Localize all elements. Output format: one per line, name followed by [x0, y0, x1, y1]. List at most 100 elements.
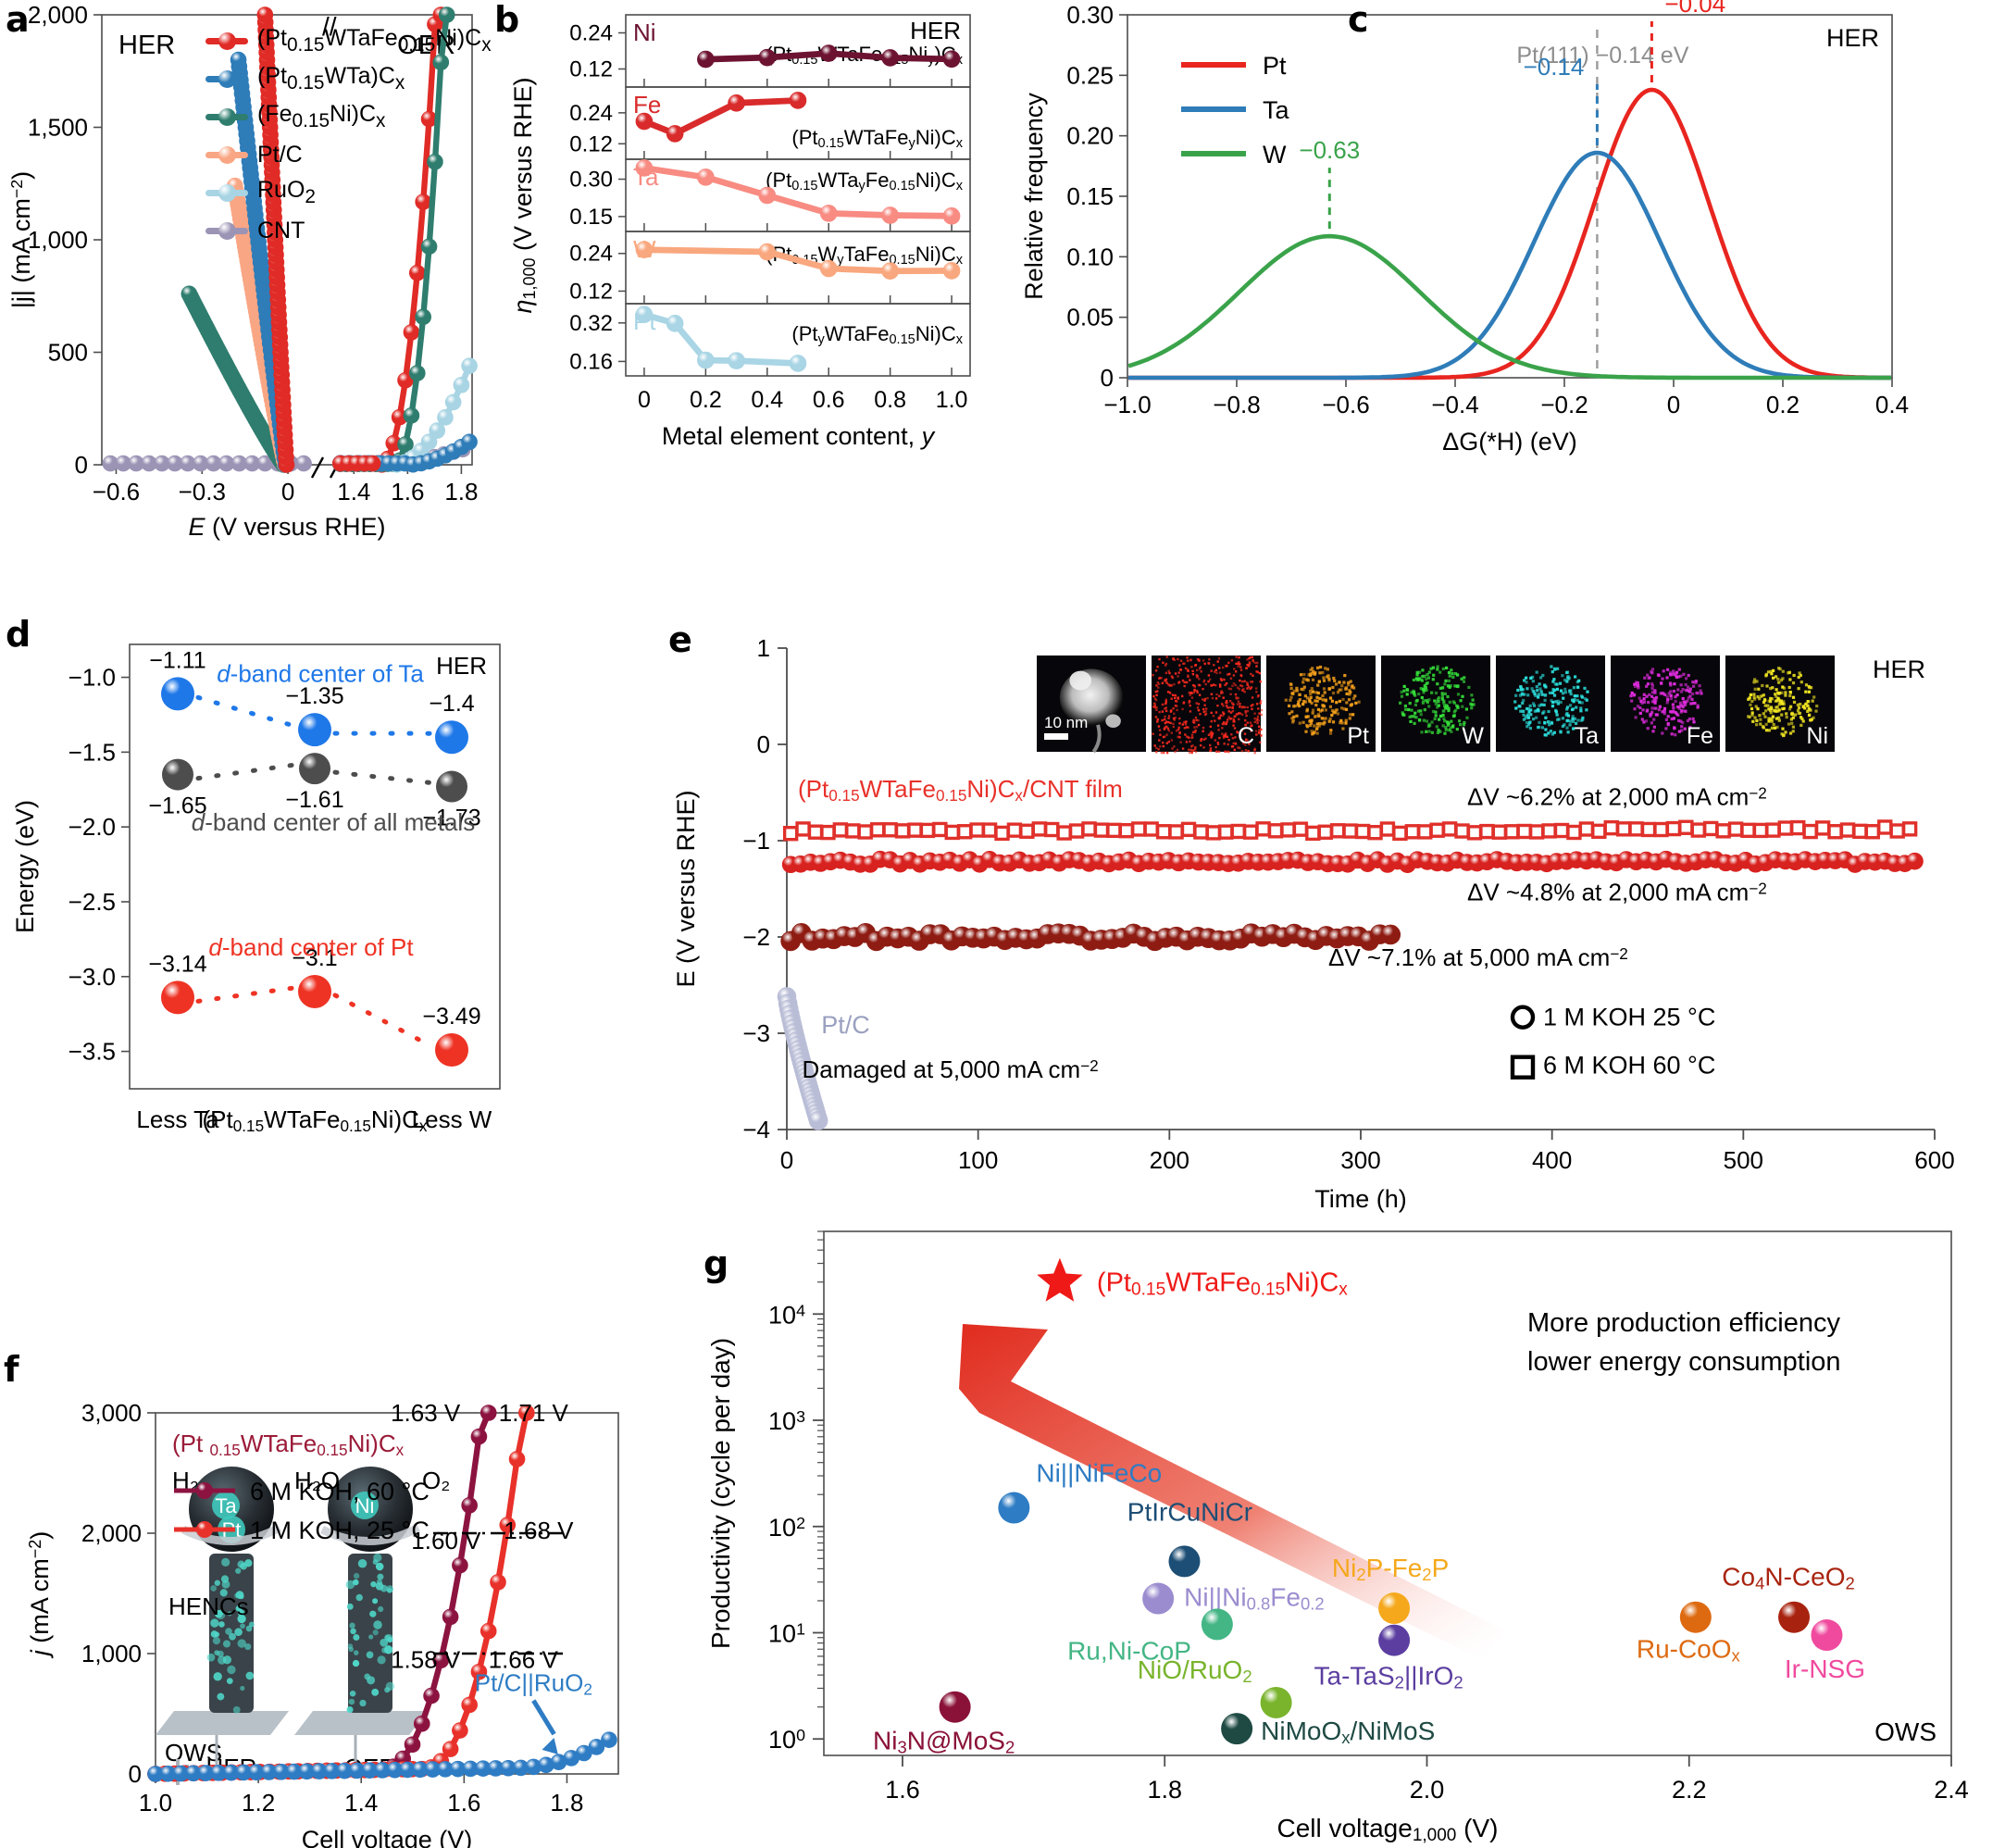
panel-b-series-pt-marker: [635, 306, 654, 324]
panel-e-series-6m-marker: [1516, 823, 1532, 840]
x-tick-label: 600: [1914, 1146, 1954, 1174]
x-tick-label: 0: [1667, 391, 1680, 418]
eds-map-haadf: 10 nm: [1037, 656, 1146, 754]
panel-d-xtick-2: Less W: [412, 1105, 492, 1133]
panel-e-series-6m-marker: [1653, 821, 1669, 838]
y-tick-label: 3,000: [81, 1399, 142, 1427]
panel-g-point-ru-ni-cop: [1201, 1608, 1233, 1641]
x-tick-label: 1.6: [447, 1789, 480, 1817]
panel-f-curve-1m-marker: [499, 1517, 517, 1533]
panel-f-pointer-arrowhead: [542, 1737, 558, 1754]
ruo2-oer-marker: [437, 409, 454, 426]
panel-e-plot: −4 −3 −2 −1 0 1 0 100 200 300 400 500 600 Time (h) E (…: [672, 634, 1955, 1213]
panel-b-formula-pt: (PtyWTaFe0.15Ni)Cx: [791, 322, 963, 347]
x-tick-label: 0.4: [1875, 391, 1909, 418]
panel-b-series-pt-marker: [697, 351, 715, 369]
feni-oer-marker: [432, 54, 450, 71]
panel-e-series-6m-marker: [1715, 823, 1731, 839]
panel-f-annot-1-58: 1.58 V: [391, 1646, 461, 1674]
panel-e-series-1m-2000-marker: [1906, 852, 1924, 870]
y-tick-label: 0.10: [1066, 243, 1114, 270]
panel-g-point-nio-ruo2: [1260, 1686, 1292, 1718]
panel-e-series-6m-marker: [894, 823, 911, 839]
panel-e-series-6m-marker: [1068, 823, 1085, 839]
x-tick-label: 1.0: [936, 387, 968, 413]
panel-e-ptc-label: Pt/C: [821, 1011, 870, 1039]
panel-e-annot-0: ΔV ~6.2% at 2,000 mA cm−2: [1467, 783, 1767, 811]
panel-d-dotted-2: [195, 985, 297, 1004]
legend-marker: [218, 146, 236, 164]
panel-f-curve-1m-marker: [490, 1574, 506, 1591]
panel-b-series-ta-marker: [758, 186, 777, 205]
peak-label-w: −0.63: [1299, 136, 1360, 164]
panel-e-series-6m-marker: [1578, 821, 1595, 837]
main-her-marker: [256, 6, 274, 23]
eds-map-label: Fe: [1687, 723, 1713, 749]
legend-swatch-ruo2: [205, 184, 248, 202]
panel-e-ylabel: E (V versus RHE): [672, 790, 700, 987]
panel-d: d −3.5 −3.0 −2.5 −2.0 −1.5 −1.0 Energy (eV) HER…: [0, 611, 518, 1167]
panel-c-legend-label-pt: Pt: [1263, 52, 1287, 80]
panel-e-series-6m-marker: [1330, 823, 1346, 839]
eds-map-fe: Fe: [1611, 656, 1720, 752]
panel-g-point-label-ni2p-fe2p: Ni2P-Fe2P: [1332, 1554, 1449, 1584]
feni-oer-marker: [427, 153, 443, 170]
panel-e-series-6m-marker: [1740, 822, 1756, 839]
x-tick-label: 2.0: [1410, 1776, 1445, 1804]
panel-e-sample-label: (Pt0.15WTaFe0.15Ni)Cx/CNT film: [798, 775, 1123, 805]
panel-e-series-6m-marker: [882, 822, 898, 838]
ptwta-her-marker: [230, 51, 247, 69]
panel-g-star-marker: [1037, 1257, 1083, 1302]
panel-e-series-6m-marker: [1528, 824, 1545, 840]
panel-e-series-6m-marker: [1827, 824, 1843, 840]
panel-d-xtick-0: Less Ta: [136, 1105, 219, 1133]
x-tick-label: −1.0: [1103, 391, 1151, 418]
feni-her-marker: [181, 285, 198, 303]
axis-break-mark: [310, 456, 325, 479]
panel-g-point-ptircunicr: [1168, 1545, 1201, 1578]
panel-g-point-ni3n-mos2: [939, 1691, 971, 1723]
electrode-plate: [156, 1711, 289, 1735]
panel-e-series-6m-marker: [845, 823, 861, 839]
panel-g-point-nimoox-nimos: [1221, 1713, 1253, 1745]
panel-e-series-6m-marker: [1255, 821, 1271, 837]
panel-e-series-6m-marker: [1566, 824, 1582, 841]
y-tick-label: 0.24: [569, 21, 613, 46]
y-tick-label: −2: [742, 923, 770, 951]
panel-b-formula-w: (Pt0.15WyTaFe0.15Ni)Cx: [766, 243, 964, 268]
panel-e-series-6m-marker: [1230, 823, 1246, 840]
legend-marker: [218, 108, 236, 126]
panel-f-annot-1-60: 1.60 V: [411, 1527, 481, 1555]
panel-b-series-ni-marker: [697, 50, 715, 69]
panel-f-curve-1m-marker: [518, 1405, 535, 1421]
panel-f-curve-1m-marker: [508, 1451, 526, 1467]
y-tick-label: −2.5: [68, 888, 116, 916]
panel-d-point-2-0: [161, 980, 194, 1015]
main-oer-marker: [403, 324, 420, 341]
panel-f-legend-label-1: 1 M KOH, 25 °C: [250, 1517, 430, 1544]
y-tick-label: 1: [757, 634, 770, 662]
panel-e-series-6m-marker: [1093, 822, 1110, 838]
ruo2-oer-marker: [453, 377, 470, 393]
x-tick-label: 100: [958, 1146, 998, 1174]
panel-e: e −4 −3 −2 −1 0 1 0 100 200 300 400 500 600 Time (h) E…: [648, 611, 2005, 1213]
legend-swatch-cnt: [205, 222, 248, 240]
y-tick-label: 0.15: [569, 205, 613, 230]
panel-e-series-6m-marker: [1901, 821, 1918, 837]
panel-d-dotted-0: [195, 694, 297, 729]
x-tick-label: 0.2: [1766, 391, 1800, 418]
panel-f: f 0 1,000 2,000 3,000 1.0 1.2 1.4 1.6 1.8 Cell vo…: [0, 1194, 685, 1848]
panel-c-curve-pt: [1128, 87, 1891, 381]
legend-label: (Pt0.15WTaFe0.15Ni)Cx: [257, 24, 492, 56]
inset-o2: O₂: [422, 1467, 450, 1494]
panel-f-legend-marker-1: [196, 1521, 213, 1538]
panel-g-point-ru-coox: [1679, 1601, 1712, 1633]
panel-e-series-6m-marker: [1454, 823, 1470, 839]
panel-g-point-label-ru-coox: Ru-CoOx: [1637, 1635, 1741, 1666]
panel-b-formula-ta: (Pt0.15WTayFe0.15Ni)Cx: [766, 169, 964, 194]
x-tick-label: 2.4: [1934, 1776, 1969, 1804]
her-tag: HER: [1873, 656, 1925, 683]
panel-d-frame: [129, 643, 501, 1090]
panel-d-series-label-all: d-band center of all metals: [192, 808, 475, 836]
panel-a-legend-item: Pt/C: [205, 136, 492, 174]
